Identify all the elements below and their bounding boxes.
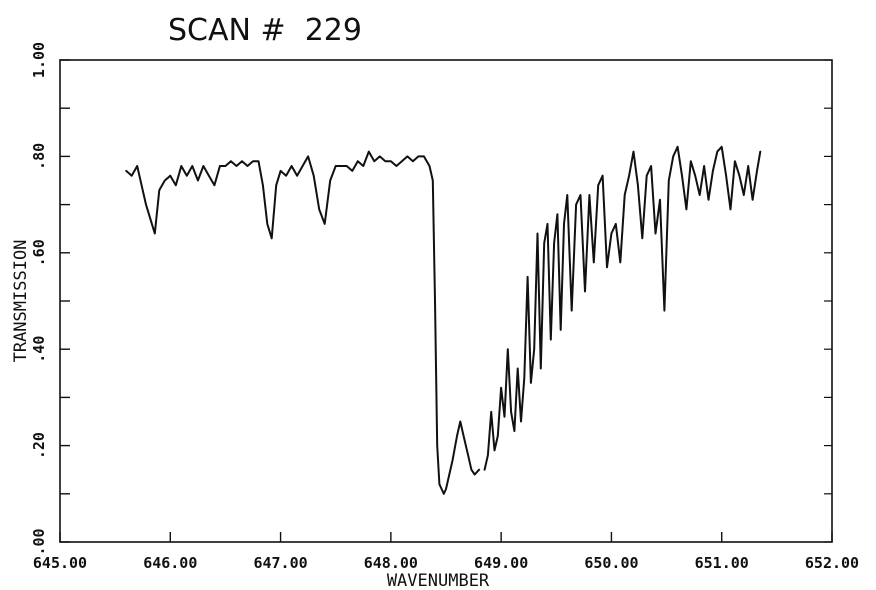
x-tick-label: 649.00 bbox=[474, 554, 528, 572]
y-tick-label: .60 bbox=[30, 239, 48, 266]
chart-title: SCAN # 229 bbox=[168, 13, 362, 48]
y-tick-label: 1.00 bbox=[30, 42, 48, 78]
y-tick-label: .40 bbox=[30, 336, 48, 363]
x-tick-label: 651.00 bbox=[695, 554, 749, 572]
series-group bbox=[125, 145, 762, 495]
series-line-1 bbox=[125, 150, 481, 495]
x-axis-ticks bbox=[59, 532, 833, 542]
x-tick-label: 646.00 bbox=[143, 554, 197, 572]
x-tick-label: 652.00 bbox=[805, 554, 859, 572]
y-tick-labels: .00 .20 .40 .60 .80 1.00 bbox=[30, 42, 48, 556]
y-tick-label: .20 bbox=[30, 432, 48, 459]
x-tick-label: 648.00 bbox=[364, 554, 418, 572]
x-tick-label: 647.00 bbox=[253, 554, 307, 572]
y-tick-label: .80 bbox=[30, 143, 48, 170]
x-tick-label: 650.00 bbox=[584, 554, 638, 572]
y-tick-label: .00 bbox=[30, 528, 48, 555]
x-tick-label: 645.00 bbox=[33, 554, 87, 572]
y-axis-ticks bbox=[60, 59, 832, 543]
x-tick-labels: 645.00 646.00 647.00 648.00 649.00 650.00 651.… bbox=[33, 554, 859, 572]
series-line-2 bbox=[483, 145, 762, 471]
plot-frame bbox=[59, 59, 833, 543]
y-axis-label: TRANSMISSION bbox=[11, 240, 31, 363]
x-axis-label: WAVENUMBER bbox=[387, 571, 490, 590]
